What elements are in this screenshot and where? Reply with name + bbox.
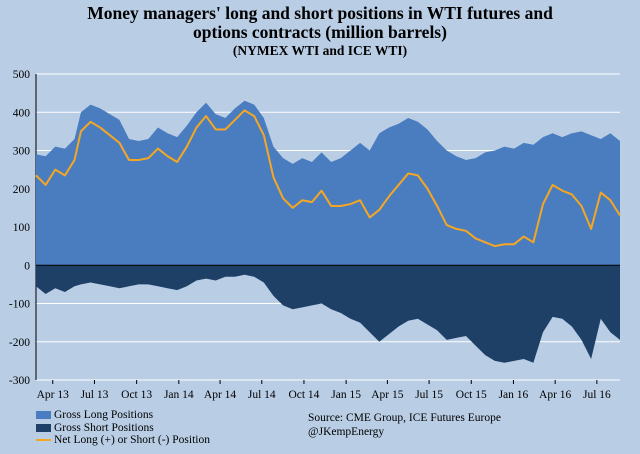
x-tick-label: Jan 14 — [164, 389, 194, 401]
source-line: Source: CME Group, ICE Futures Europe — [308, 412, 501, 424]
x-tick-label: Apr 16 — [539, 389, 572, 401]
legend-item-long: Gross Long Positions — [36, 409, 210, 422]
legend-swatch-short — [36, 423, 51, 432]
chart-title-line-1: Money managers' long and short positions… — [87, 3, 553, 23]
legend: Gross Long Positions Gross Short Positio… — [36, 409, 210, 447]
legend-swatch-long — [36, 411, 51, 420]
x-tick-label: Jul 14 — [248, 389, 276, 401]
x-tick-label: Apr 13 — [37, 389, 70, 401]
series-area-gross-long — [36, 100, 620, 266]
series-area-gross-short — [36, 265, 620, 363]
x-tick-label: Jul 15 — [415, 389, 443, 401]
legend-label-long: Gross Long Positions — [54, 409, 154, 421]
x-tick-label: Jul 13 — [81, 389, 109, 401]
x-axis-ticks: Apr 13 Jul 13 Oct 13 Jan 14 Apr 14 Jul 14 Oct … — [37, 380, 611, 401]
x-tick-label: Apr 14 — [204, 389, 237, 401]
legend-label-net: Net Long (+) or Short (-) Position — [54, 434, 210, 446]
x-tick-label: Apr 15 — [371, 389, 404, 401]
x-tick-label: Jul 16 — [583, 389, 611, 401]
y-tick-label: 0 — [24, 260, 30, 272]
y-tick-label: -100 — [9, 299, 30, 311]
x-tick-label: Oct 15 — [456, 389, 487, 401]
source-note: Source: CME Group, ICE Futures Europe @J… — [308, 411, 501, 439]
source-handle: @JKempEnergy — [308, 426, 385, 438]
x-tick-label: Jan 15 — [331, 389, 361, 401]
y-tick-label: -200 — [9, 337, 30, 349]
x-tick-label: Jan 16 — [499, 389, 529, 401]
y-tick-label: 200 — [13, 184, 31, 196]
y-tick-label: 100 — [13, 222, 31, 234]
chart-title-block: Money managers' long and short positions… — [0, 4, 640, 59]
chart-subtitle: (NYMEX WTI and ICE WTI) — [232, 43, 408, 58]
y-axis-ticks: 500 400 300 200 100 0 -100 -200 -300 — [9, 69, 30, 387]
legend-item-short: Gross Short Positions — [36, 422, 210, 435]
y-tick-label: -300 — [9, 375, 30, 387]
y-tick-label: 500 — [13, 69, 31, 81]
y-tick-label: 300 — [13, 146, 31, 158]
area-series — [36, 100, 620, 363]
line-series — [35, 109, 621, 266]
x-tick-label: Oct 14 — [288, 389, 319, 401]
legend-label-short: Gross Short Positions — [54, 421, 154, 434]
y-tick-label: 400 — [13, 107, 31, 119]
legend-swatch-net — [36, 439, 51, 442]
chart-title-line-2: options contracts (million barrels) — [193, 22, 447, 42]
series-line-net-position — [35, 109, 621, 248]
legend-item-net: Net Long (+) or Short (-) Position — [36, 434, 210, 447]
x-tick-label: Oct 13 — [121, 389, 152, 401]
